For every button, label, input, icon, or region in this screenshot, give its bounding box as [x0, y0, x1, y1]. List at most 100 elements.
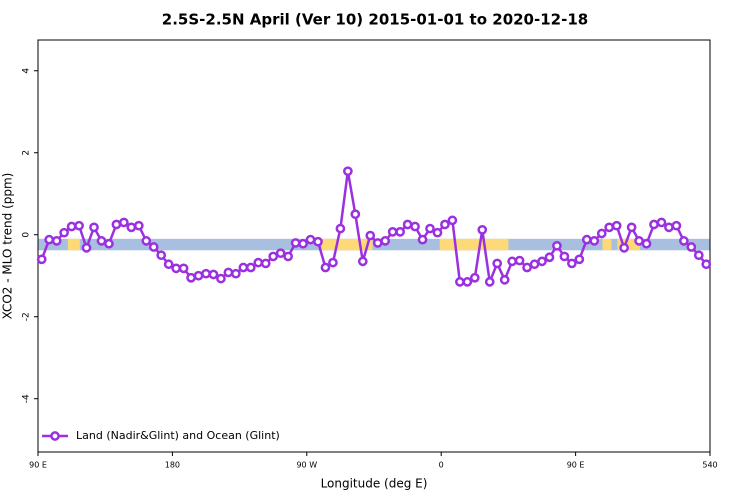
point: [96, 236, 107, 246]
point: [66, 221, 77, 232]
point: [611, 220, 622, 231]
point: [395, 227, 405, 237]
surface-band: [617, 238, 640, 251]
legend-label: Land (Nadir&Glint) and Ocean (Glint): [76, 429, 280, 442]
point: [290, 238, 301, 248]
point: [133, 220, 144, 231]
point: [126, 222, 137, 233]
point: [552, 240, 562, 251]
point: [245, 262, 256, 273]
point: [477, 224, 488, 235]
point: [238, 262, 249, 273]
point: [649, 219, 659, 230]
point: [193, 270, 204, 281]
point: [305, 234, 316, 245]
point: [156, 250, 167, 261]
point: [350, 209, 361, 220]
point: [111, 219, 122, 230]
legend-marker: [50, 431, 60, 441]
point: [440, 219, 450, 230]
point: [581, 234, 592, 245]
point: [559, 251, 570, 262]
x-tick-label: 540: [702, 461, 717, 470]
point: [693, 250, 704, 261]
point: [44, 234, 55, 245]
y-axis-label: XCO2 - MLO trend (ppm): [1, 173, 15, 320]
point: [574, 254, 585, 265]
x-tick-label: 90 E: [29, 461, 47, 470]
point: [178, 263, 189, 274]
point: [357, 256, 368, 267]
point: [201, 268, 211, 279]
point: [589, 236, 600, 246]
point: [208, 269, 219, 280]
point: [499, 274, 510, 285]
point: [36, 254, 47, 265]
point: [253, 257, 264, 268]
point: [231, 268, 241, 279]
point: [410, 221, 420, 232]
plot-frame: [37, 39, 711, 453]
y-tick-label: 4: [22, 68, 32, 74]
point: [372, 238, 383, 248]
point: [89, 222, 99, 233]
point: [51, 236, 62, 246]
point: [671, 220, 682, 231]
y-tick-label: -4: [22, 394, 32, 403]
point: [455, 277, 465, 287]
point: [447, 215, 458, 226]
point: [216, 273, 226, 284]
point: [320, 262, 331, 273]
x-tick-label: 180: [165, 461, 180, 470]
x-axis-label: Longitude (deg E): [321, 477, 428, 491]
point: [387, 227, 398, 237]
point: [119, 217, 129, 228]
point: [626, 222, 637, 233]
point: [81, 242, 92, 253]
point: [469, 272, 480, 283]
x-tick-label: 90 W: [296, 461, 317, 470]
point: [104, 238, 114, 249]
point: [335, 223, 346, 234]
point: [529, 259, 540, 270]
point: [328, 257, 338, 268]
point: [701, 259, 712, 270]
point: [537, 256, 547, 267]
point: [484, 277, 495, 287]
y-tick-label: 2: [22, 150, 32, 156]
point: [567, 258, 577, 269]
point: [619, 242, 629, 253]
x-tick-label: 0: [439, 461, 444, 470]
y-tick-label: -2: [22, 312, 32, 321]
point: [186, 272, 196, 283]
x-tick-label: 90 E: [567, 461, 585, 470]
point: [268, 251, 279, 262]
point: [656, 217, 667, 228]
point: [604, 222, 615, 233]
surface-band: [439, 238, 509, 251]
point: [402, 219, 413, 230]
point: [365, 230, 376, 241]
point: [641, 238, 652, 249]
point: [634, 236, 644, 246]
point: [514, 255, 525, 266]
point: [664, 222, 674, 233]
point: [492, 258, 503, 269]
point: [148, 242, 159, 252]
point: [260, 258, 271, 269]
point: [679, 236, 689, 246]
point: [380, 236, 391, 246]
point: [74, 220, 84, 231]
point: [462, 277, 473, 287]
point: [432, 227, 443, 238]
point: [163, 259, 174, 270]
point: [275, 248, 286, 259]
point: [298, 238, 308, 249]
point: [171, 263, 181, 274]
y-tick-label: 0: [22, 232, 32, 238]
surface-band: [67, 238, 80, 251]
point: [343, 166, 353, 177]
point: [141, 236, 152, 246]
point: [544, 252, 555, 263]
